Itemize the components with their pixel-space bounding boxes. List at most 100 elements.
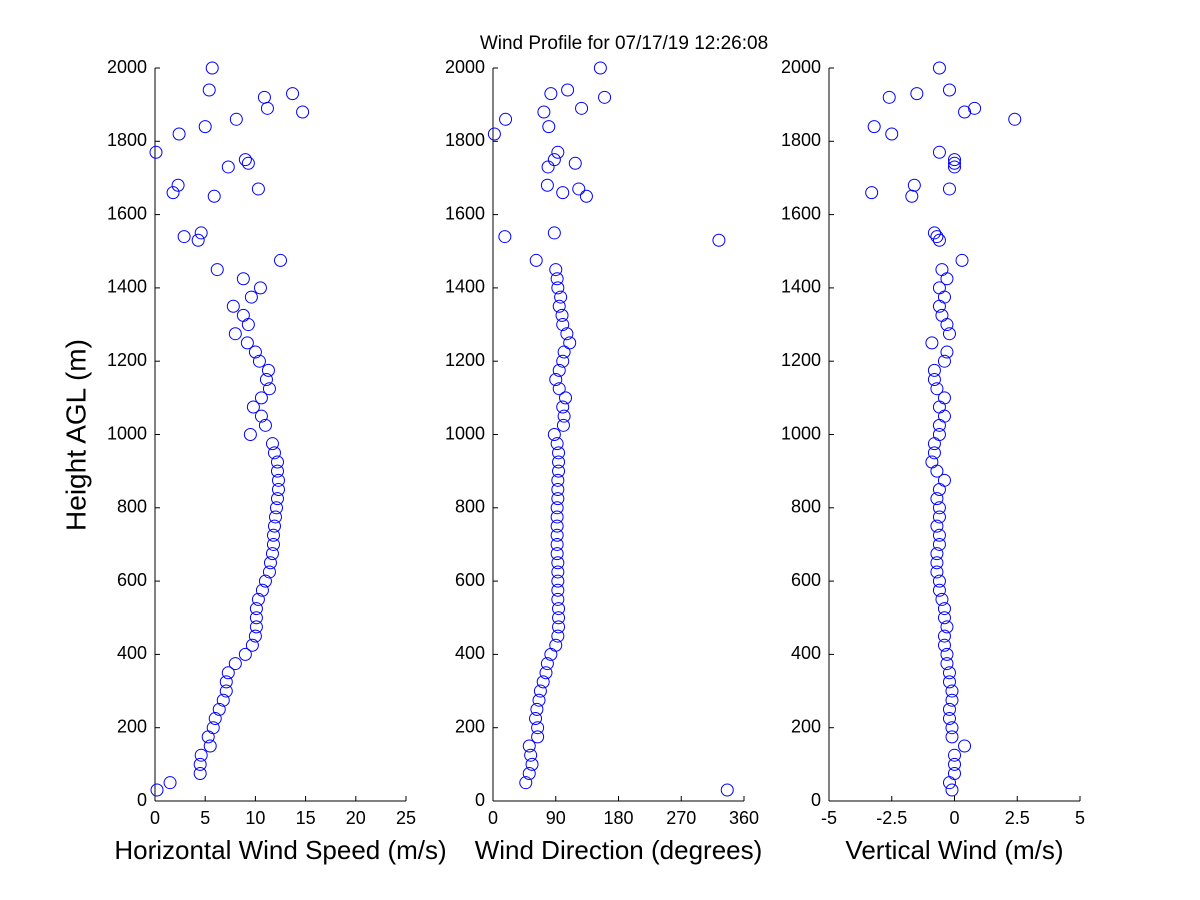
point	[560, 327, 574, 341]
point	[254, 409, 268, 423]
x-tick-label: 0	[488, 808, 498, 828]
point	[598, 90, 612, 104]
point	[937, 629, 951, 643]
figure-title: Wind Profile for 07/17/19 12:26:08	[480, 33, 768, 54]
point	[544, 87, 558, 101]
point	[547, 226, 561, 240]
y-tick-label: 400	[455, 643, 485, 663]
y-tick-label: 1000	[107, 423, 147, 443]
point	[932, 233, 946, 247]
point	[531, 730, 545, 744]
point	[937, 290, 951, 304]
point	[150, 783, 164, 797]
point	[945, 693, 959, 707]
point	[236, 308, 250, 322]
point	[254, 391, 268, 405]
point	[948, 748, 961, 762]
point	[550, 501, 564, 515]
point	[203, 739, 217, 753]
y-tick-label: 1200	[107, 350, 147, 370]
x-tick-label: 10	[245, 808, 265, 828]
point	[551, 482, 565, 496]
point	[191, 233, 205, 247]
x-tick-label: 20	[346, 808, 366, 828]
y-tick-label: 1400	[781, 277, 821, 297]
y-tick-label: 200	[117, 716, 147, 736]
point	[258, 574, 272, 588]
point	[228, 327, 242, 341]
point	[930, 464, 944, 478]
point	[245, 638, 259, 652]
point	[533, 684, 547, 698]
point	[549, 638, 563, 652]
point	[948, 156, 961, 170]
point	[958, 105, 972, 119]
point	[955, 253, 969, 267]
point	[935, 592, 949, 606]
point	[549, 263, 563, 277]
point	[206, 721, 220, 735]
point	[525, 757, 539, 771]
point	[575, 101, 589, 115]
point	[940, 345, 954, 359]
x-tick-label: -5	[821, 808, 837, 828]
point	[932, 501, 946, 515]
point	[539, 666, 553, 680]
point	[257, 90, 271, 104]
y-tick-label: 1400	[107, 277, 147, 297]
point	[940, 657, 954, 671]
point	[910, 87, 924, 101]
point	[940, 647, 954, 661]
point	[945, 684, 959, 698]
point	[524, 748, 538, 762]
y-tick-label: 600	[455, 570, 485, 590]
point	[555, 308, 569, 322]
point	[536, 675, 550, 689]
point	[568, 156, 582, 170]
y-tick-label: 0	[811, 790, 821, 810]
y-tick-label: 1800	[781, 130, 821, 150]
point	[531, 721, 545, 735]
point	[932, 145, 946, 159]
point	[547, 153, 561, 167]
point	[930, 556, 944, 570]
point	[522, 767, 536, 781]
point	[572, 182, 586, 196]
point	[498, 230, 512, 244]
point	[255, 583, 269, 597]
y-tick-label: 1000	[781, 423, 821, 443]
point	[252, 354, 266, 368]
x-tick-label: 360	[729, 808, 759, 828]
point	[550, 437, 564, 451]
point	[177, 230, 191, 244]
y-tick-label: 400	[791, 643, 821, 663]
y-tick-label: 2000	[781, 57, 821, 77]
point	[550, 547, 564, 561]
point	[262, 382, 276, 396]
x-axis-label: Wind Direction (degrees)	[475, 835, 763, 865]
point	[925, 336, 939, 350]
point	[940, 272, 954, 286]
point	[552, 363, 566, 377]
point	[296, 105, 310, 119]
point	[271, 482, 285, 496]
point	[550, 528, 564, 542]
point	[529, 253, 543, 267]
point	[221, 160, 235, 174]
point	[229, 112, 243, 126]
x-tick-label: 5	[1075, 808, 1085, 828]
point	[942, 675, 956, 689]
point	[269, 501, 283, 515]
point	[557, 409, 571, 423]
point	[942, 712, 956, 726]
point	[712, 233, 726, 247]
y-tick-label: 1600	[107, 203, 147, 223]
point	[937, 409, 951, 423]
point	[550, 537, 564, 551]
point	[540, 657, 554, 671]
point	[238, 647, 252, 661]
y-tick-label: 2000	[445, 57, 485, 77]
point	[519, 776, 533, 790]
point	[249, 620, 263, 634]
point	[935, 308, 949, 322]
